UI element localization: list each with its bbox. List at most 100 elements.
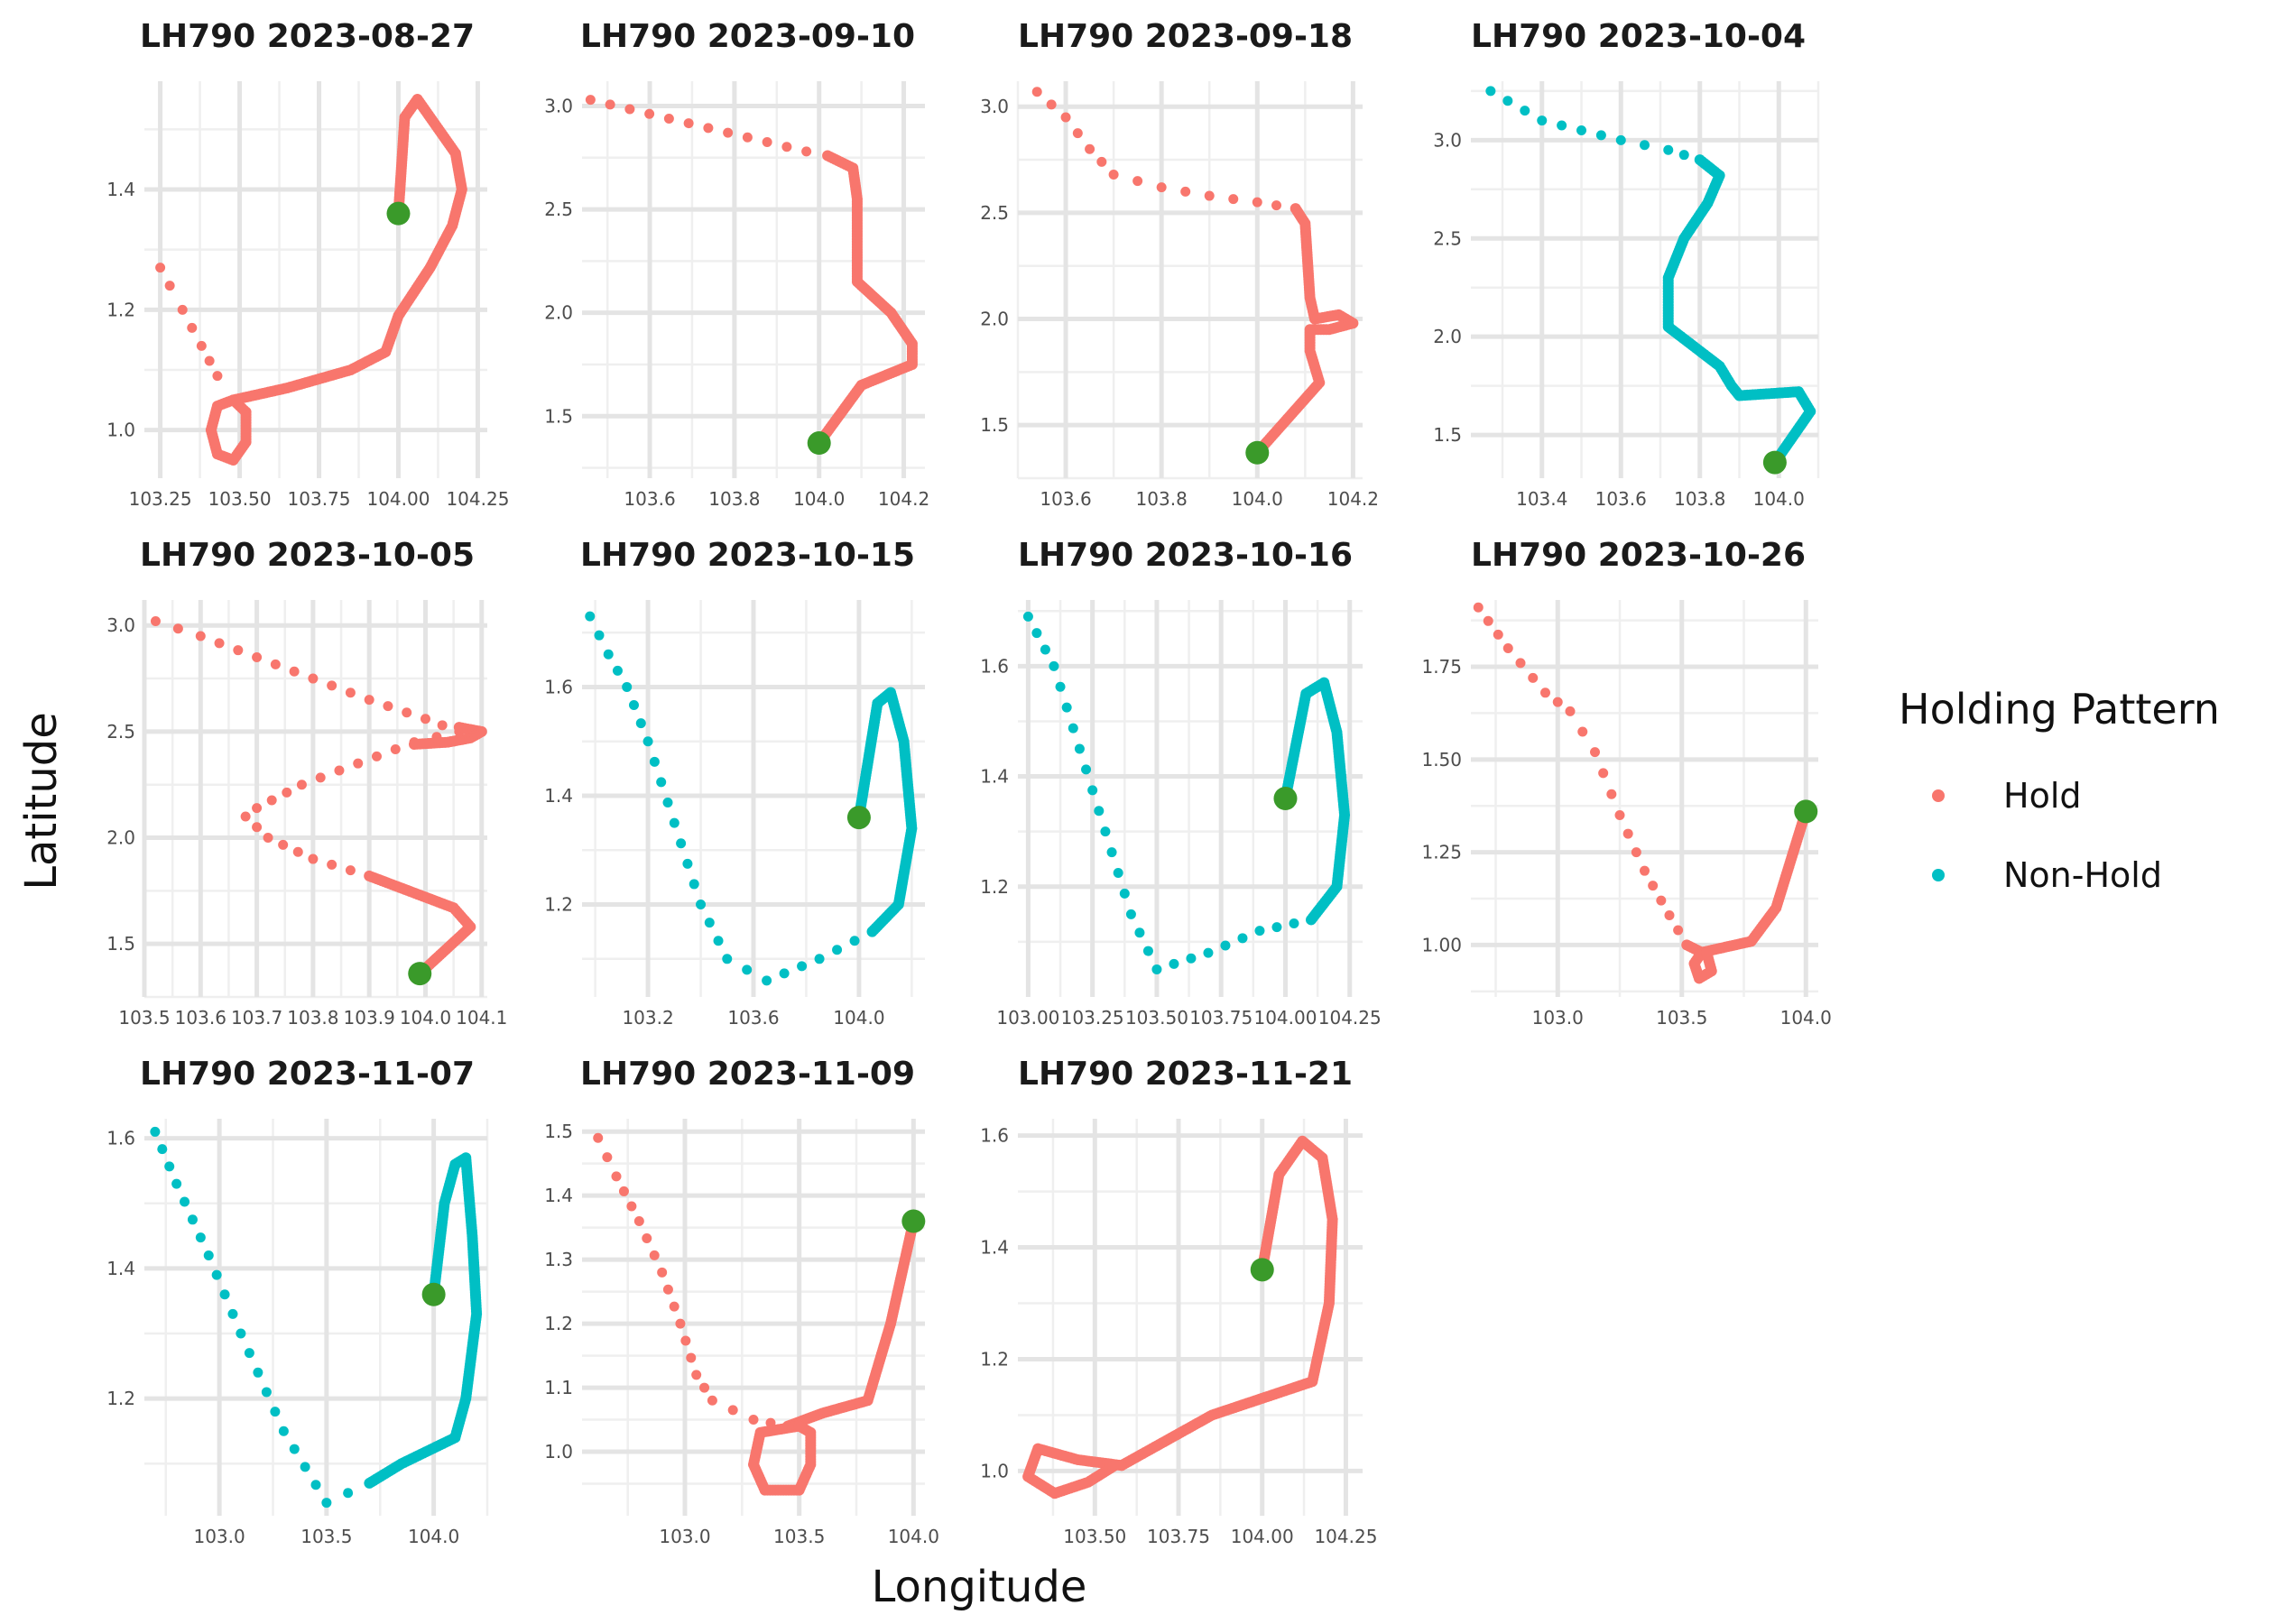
track-point (1046, 99, 1057, 110)
track-point (1106, 847, 1117, 858)
track-point (1151, 964, 1162, 974)
y-tick-label: 1.2 (980, 1348, 1009, 1370)
legend: Holding Pattern Hold Non-Hold (1899, 685, 2220, 895)
y-tick-label: 3.0 (1433, 129, 1462, 151)
track-point (270, 659, 281, 669)
track-point (227, 394, 239, 406)
track-point (1186, 953, 1197, 964)
track-point (195, 1232, 206, 1243)
y-tick-label: 1.1 (544, 1377, 573, 1398)
track-point (150, 616, 161, 627)
x-tick-label: 103.5 (118, 1007, 170, 1029)
track-point (1142, 946, 1153, 956)
track-point (742, 964, 753, 975)
track-point (1204, 190, 1215, 201)
endpoint-marker (408, 962, 432, 986)
track-point (703, 123, 714, 134)
y-tick-label: 1.2 (106, 1388, 135, 1409)
track-point (1540, 687, 1550, 698)
track-point (1648, 881, 1659, 891)
track-point (1614, 810, 1625, 821)
y-tick-label: 2.0 (544, 302, 573, 324)
track-point (1640, 140, 1650, 151)
track-point (594, 630, 605, 641)
track-point (233, 645, 244, 656)
track-point (1577, 726, 1588, 737)
y-tick-label: 2.0 (106, 827, 135, 849)
track-point (612, 665, 623, 676)
y-tick-label: 1.5 (980, 414, 1009, 436)
panel-10: 103.0 103.5 104.0 1.0 1.1 1.2 1.3 1.4 1.5 LH790 2… (544, 1056, 939, 1547)
x-tick-label: 103.75 (288, 488, 351, 510)
track-point (402, 707, 412, 718)
panel-title: LH790 2023-10-15 (580, 537, 915, 574)
panel-9: 103.0 103.5 104.0 1.2 1.4 1.6 LH790 2023-11-07 (106, 1056, 489, 1547)
y-tick-label: 1.3 (544, 1249, 573, 1270)
track-point (1108, 170, 1119, 180)
legend-non-hold-swatch (1932, 869, 1945, 881)
track-point (212, 371, 223, 382)
track-point (682, 858, 693, 869)
x-tick-label: 104.25 (446, 488, 509, 510)
track-point (676, 838, 687, 849)
y-tick-label: 2.5 (544, 198, 573, 220)
track-point (635, 718, 646, 729)
track-point (696, 900, 707, 910)
track-point (1473, 602, 1484, 613)
x-tick-label: 103.75 (1147, 1526, 1210, 1547)
y-tick-label: 3.0 (980, 96, 1009, 117)
track-point (642, 1232, 652, 1243)
y-tick-label: 1.6 (980, 1125, 1009, 1147)
track-point (1031, 87, 1042, 97)
track-point (289, 1444, 300, 1454)
endpoint-marker (1250, 1258, 1274, 1282)
track-point (1673, 925, 1684, 936)
track-point (1590, 747, 1600, 758)
x-tick-label: 103.50 (1125, 1007, 1188, 1029)
panel-title: LH790 2023-11-07 (140, 1056, 475, 1093)
track-point (227, 1308, 238, 1319)
track-point (214, 638, 225, 649)
track-point (689, 879, 699, 890)
y-tick-label: 1.25 (1421, 842, 1462, 863)
x-tick-label: 103.50 (208, 488, 272, 510)
track-point (781, 142, 792, 152)
track-point (315, 772, 326, 783)
y-tick-label: 2.5 (980, 202, 1009, 224)
y-tick-label: 1.00 (1421, 934, 1462, 955)
x-tick-label: 104.0 (408, 1526, 459, 1547)
track-point (1606, 789, 1617, 799)
track-point (742, 132, 753, 143)
y-tick-label: 1.5 (544, 1121, 573, 1142)
x-tick-label: 103.8 (287, 1007, 338, 1029)
track-point (649, 756, 660, 767)
track-point (644, 108, 655, 119)
track-point (390, 743, 401, 754)
track-point (1040, 644, 1050, 655)
track-point (680, 1335, 691, 1346)
track-point (263, 833, 273, 844)
track-point (196, 340, 207, 351)
track-point (624, 104, 635, 115)
track-point (814, 954, 825, 964)
track-point (622, 681, 633, 692)
x-tick-label: 103.8 (1136, 488, 1188, 510)
y-tick-label: 1.4 (106, 179, 135, 200)
y-tick-label: 1.6 (106, 1128, 135, 1149)
track-point (1271, 200, 1281, 211)
track-point (240, 811, 251, 822)
track-point (1537, 115, 1548, 126)
track-point (252, 652, 263, 663)
panel-title: LH790 2023-11-21 (1018, 1056, 1353, 1093)
track-point (244, 1348, 254, 1359)
track-point (203, 1250, 214, 1260)
track-point (1055, 681, 1066, 692)
track-point (633, 1216, 644, 1227)
endpoint-marker (1762, 450, 1787, 475)
panel-4: 103.4 103.6 103.8 104.0 1.5 2.0 2.5 3.0 LH790 20… (1433, 18, 1820, 510)
y-tick-label: 1.4 (980, 1237, 1009, 1259)
x-tick-label: 104.0 (1753, 488, 1805, 510)
track-point (343, 1488, 354, 1499)
endpoint-marker (421, 1282, 446, 1306)
